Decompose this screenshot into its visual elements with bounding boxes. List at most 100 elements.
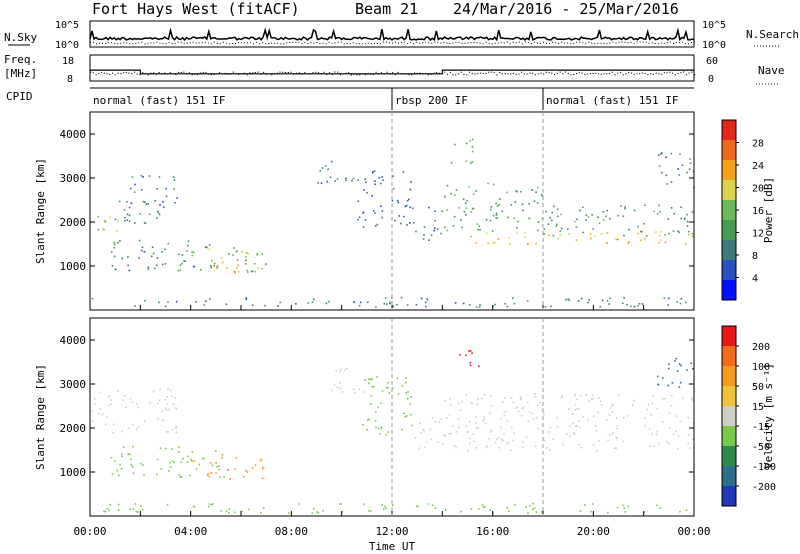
echo-cell (381, 210, 384, 212)
echo-cell (512, 401, 515, 403)
echo-cell (571, 413, 574, 415)
echo-cell (487, 182, 489, 185)
echo-cell (147, 268, 150, 271)
echo-cell (110, 251, 113, 253)
echo-cell (246, 269, 249, 272)
echo-cell (615, 447, 617, 450)
echo-cell (506, 420, 509, 422)
echo-cell (175, 431, 178, 434)
echo-cell (436, 228, 439, 230)
echo-cell (203, 304, 206, 306)
echo-cell (373, 385, 375, 388)
echo-cell (178, 451, 180, 453)
echo-cell (162, 419, 165, 422)
echo-cell (126, 219, 129, 221)
echo-cell (510, 204, 513, 206)
x-tick-label: 00:00 (73, 525, 106, 538)
echo-cell (214, 450, 217, 452)
echo-cell (198, 463, 201, 466)
echo-cell (410, 396, 412, 398)
echo-cell (681, 397, 684, 399)
echo-cell (587, 418, 589, 421)
echo-cell (475, 447, 478, 449)
echo-cell (410, 181, 412, 183)
echo-cell (406, 415, 408, 417)
echo-cell (504, 302, 506, 305)
echo-cell (406, 224, 408, 226)
echo-cell (127, 264, 129, 267)
echo-cell (658, 154, 660, 156)
echo-cell (508, 510, 510, 512)
echo-cell (358, 216, 361, 218)
echo-cell (140, 174, 143, 177)
echo-cell (247, 252, 250, 255)
echo-cell (678, 231, 681, 234)
echo-cell (121, 430, 123, 433)
echo-cell (434, 507, 437, 509)
echo-cell (353, 388, 355, 390)
echo-cell (385, 433, 387, 436)
echo-cell (476, 403, 479, 405)
echo-cell (138, 257, 140, 259)
echo-cell (483, 416, 485, 418)
echo-cell (506, 442, 508, 445)
colorbar-tick-label: -100 (752, 462, 776, 473)
echo-cell (680, 364, 682, 367)
echo-cell (221, 261, 224, 264)
echo-cell (175, 425, 177, 428)
echo-cell (494, 441, 497, 444)
echo-cell (659, 210, 661, 213)
colorbar-tick-label: -15 (752, 422, 770, 433)
echo-cell (221, 453, 224, 456)
echo-cell (236, 250, 238, 252)
echo-cell (426, 297, 428, 300)
echo-cell (689, 158, 691, 160)
echo-cell (116, 230, 118, 232)
echo-cell (680, 206, 682, 208)
echo-cell (370, 403, 372, 405)
echo-cell (132, 424, 134, 426)
echo-cell (173, 179, 176, 181)
echo-cell (498, 437, 500, 439)
echo-cell (599, 400, 602, 403)
echo-cell (495, 202, 497, 205)
echo-cell (245, 469, 247, 472)
colorbar-swatch (722, 220, 736, 241)
echo-cell (510, 449, 512, 452)
echo-cell (499, 198, 501, 200)
echo-cell (94, 398, 96, 400)
echo-cell (521, 441, 524, 443)
echo-cell (313, 508, 315, 510)
echo-cell (180, 476, 183, 478)
echo-cell (114, 218, 117, 221)
y-tick-label: 4000 (60, 128, 87, 141)
echo-cell (374, 180, 376, 182)
echo-cell (668, 297, 670, 300)
echo-cell (430, 234, 433, 236)
nsky-panel: N.Sky 10^5 10^0 10^5 10^0 N.Search (4, 20, 799, 51)
echo-cell (369, 510, 372, 513)
echo-cell (578, 300, 580, 302)
echo-cell (168, 470, 170, 472)
echo-cell (376, 223, 379, 226)
echo-cell (520, 191, 522, 193)
echo-cell (422, 428, 425, 431)
echo-cell (101, 413, 104, 416)
echo-cell (602, 211, 605, 213)
echo-cell (679, 302, 682, 305)
echo-cell (170, 395, 173, 398)
echo-cell (454, 194, 456, 196)
echo-cell (400, 222, 402, 225)
echo-cell (462, 198, 465, 201)
echo-cell (387, 381, 389, 384)
echo-cell (537, 404, 539, 406)
echo-cell (364, 178, 366, 180)
echo-cell (556, 223, 558, 226)
echo-cell (234, 468, 237, 470)
echo-cell (167, 301, 169, 303)
colorbar-swatch (722, 406, 736, 427)
echo-cell (603, 219, 605, 221)
echo-cell (108, 404, 110, 407)
echo-cell (466, 199, 468, 202)
